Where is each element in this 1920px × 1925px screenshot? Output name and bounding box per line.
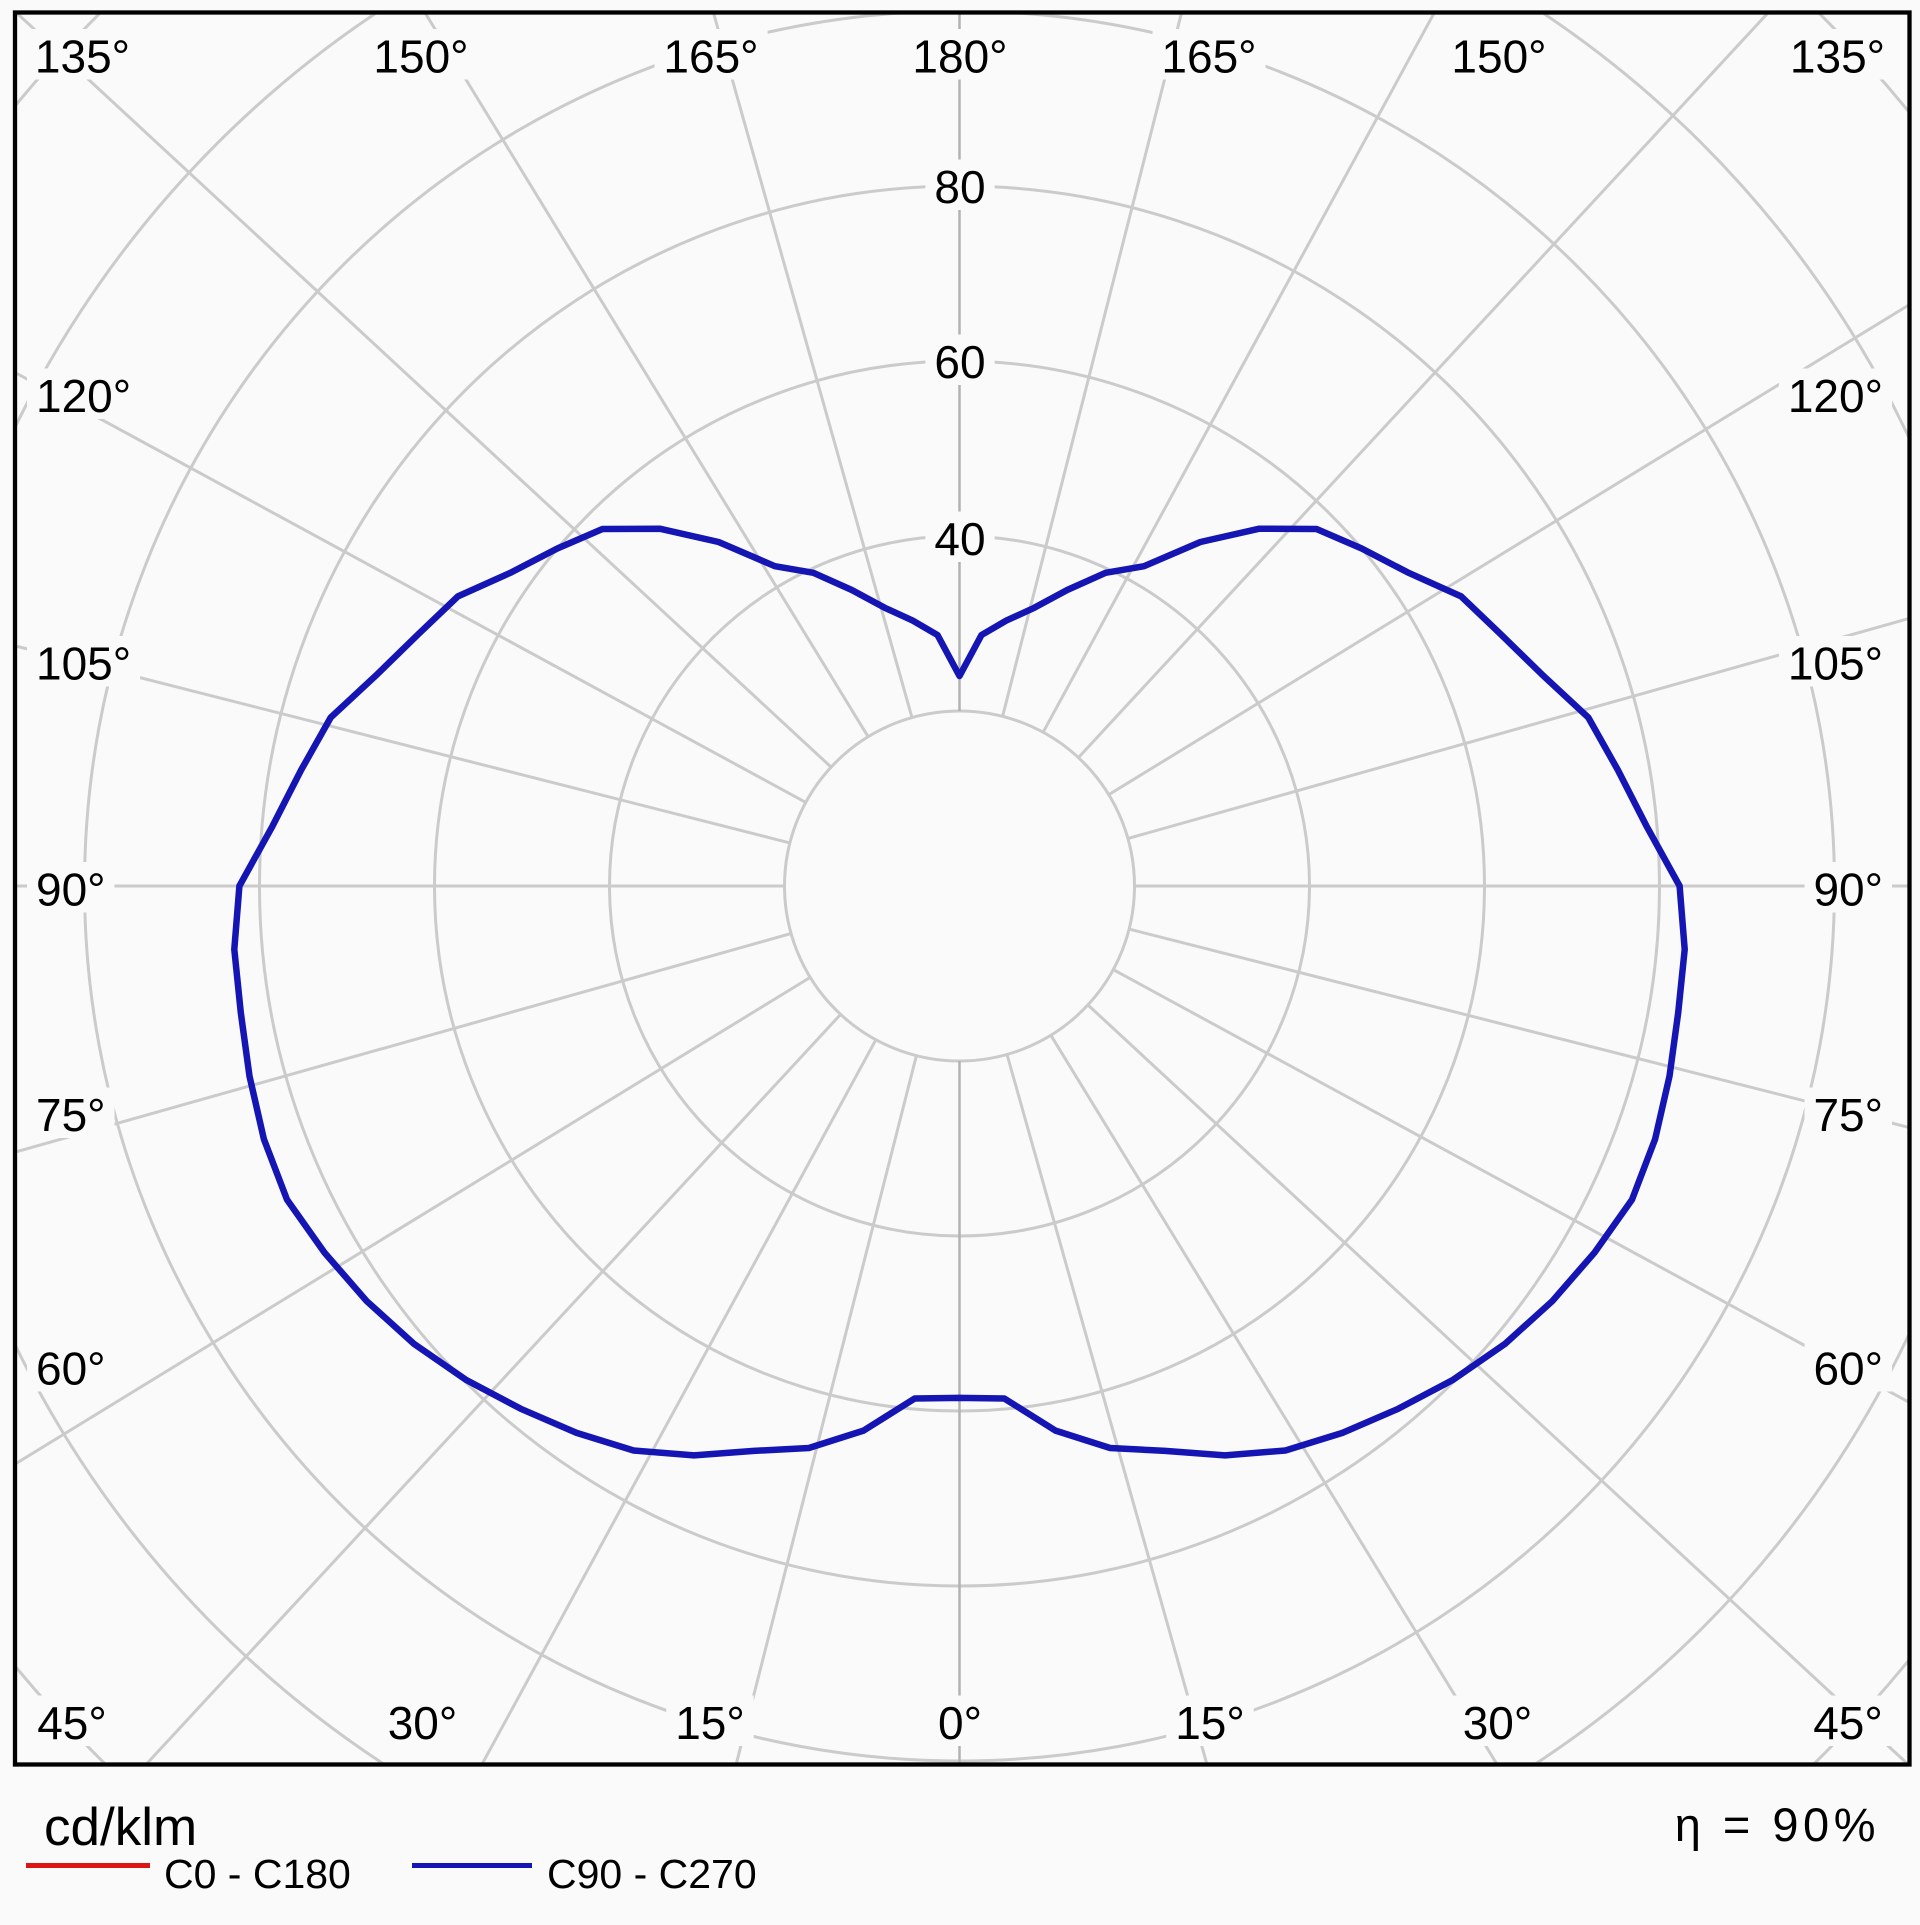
svg-text:90°: 90° [1813, 864, 1883, 916]
svg-text:75°: 75° [1813, 1089, 1883, 1141]
svg-text:150°: 150° [1451, 31, 1546, 83]
svg-text:45°: 45° [1813, 1697, 1883, 1749]
svg-text:40: 40 [934, 513, 985, 565]
svg-text:15°: 15° [1175, 1697, 1245, 1749]
svg-text:105°: 105° [1788, 638, 1883, 690]
svg-text:45°: 45° [37, 1697, 107, 1749]
svg-text:105°: 105° [36, 638, 131, 690]
svg-text:120°: 120° [1788, 370, 1883, 422]
svg-text:90°: 90° [36, 864, 106, 916]
svg-text:135°: 135° [35, 31, 130, 83]
svg-text:30°: 30° [388, 1697, 458, 1749]
svg-text:135°: 135° [1790, 31, 1885, 83]
svg-text:C0 - C180: C0 - C180 [164, 1851, 351, 1897]
svg-text:165°: 165° [1161, 31, 1256, 83]
svg-text:0°: 0° [938, 1697, 982, 1749]
svg-text:165°: 165° [663, 31, 758, 83]
svg-text:120°: 120° [36, 370, 131, 422]
svg-text:60°: 60° [1813, 1343, 1883, 1395]
svg-text:150°: 150° [373, 31, 468, 83]
svg-text:60: 60 [934, 336, 985, 388]
svg-text:C90 - C270: C90 - C270 [547, 1851, 757, 1897]
svg-text:30°: 30° [1463, 1697, 1533, 1749]
svg-text:60°: 60° [36, 1343, 106, 1395]
svg-text:80: 80 [934, 161, 985, 213]
svg-text:η = 90%: η = 90% [1675, 1798, 1880, 1851]
svg-text:15°: 15° [675, 1697, 745, 1749]
svg-text:cd/klm: cd/klm [44, 1798, 197, 1857]
svg-text:180°: 180° [912, 31, 1007, 83]
svg-text:75°: 75° [36, 1089, 106, 1141]
